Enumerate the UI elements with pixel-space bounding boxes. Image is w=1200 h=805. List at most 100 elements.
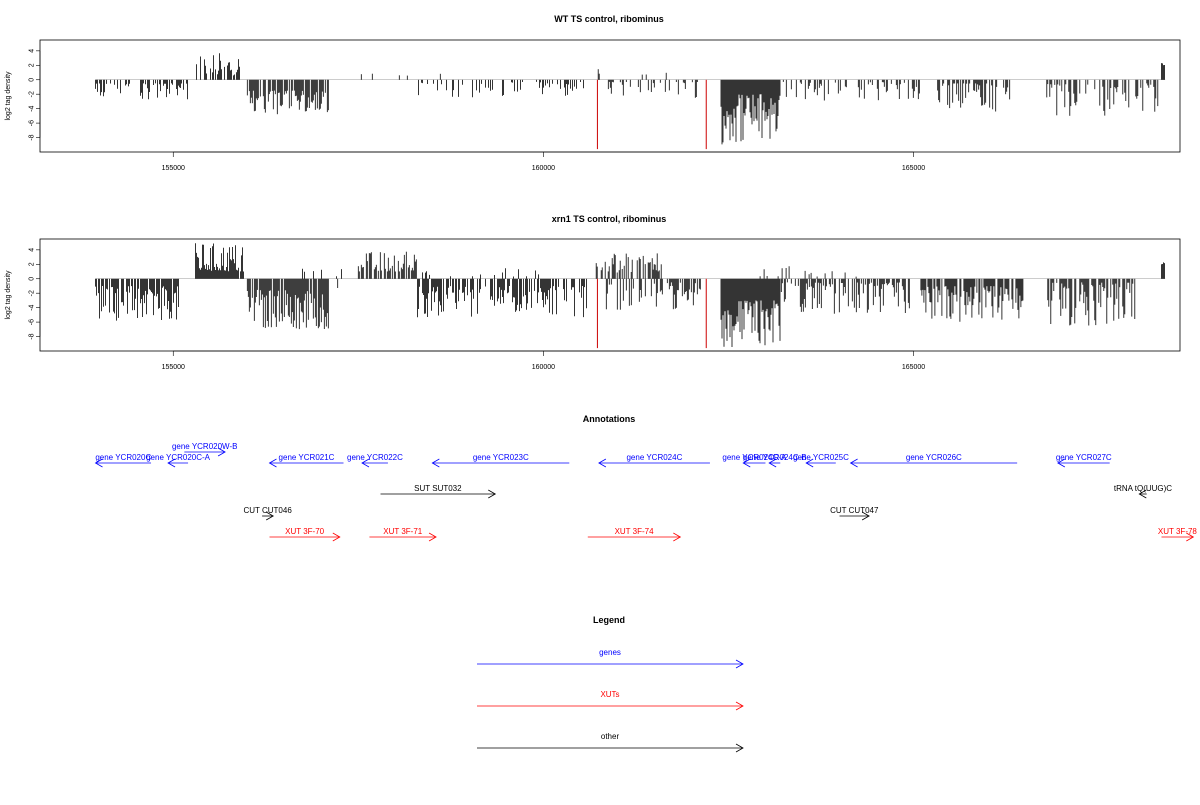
legend-item-xuts: XUTs xyxy=(477,690,744,711)
arrowhead-icon xyxy=(861,511,870,521)
arrowhead-icon xyxy=(673,532,682,542)
panel-xrn1: xrn1 TS control, ribominus log2 tag dens… xyxy=(5,214,1181,371)
gene-feature: gene YCR025C xyxy=(793,453,849,468)
feature-label: gene YCR025C xyxy=(793,453,849,462)
panel-wt-xaxis: 155000 160000 165000 xyxy=(162,151,925,172)
y-tick-label: -2 xyxy=(29,91,36,97)
y-tick-label: 0 xyxy=(29,78,36,82)
feature-label: gene YCR024C-A xyxy=(722,453,787,462)
legend-panel: Legend genes XUTs other xyxy=(477,615,744,753)
x-tick-label: 155000 xyxy=(162,165,185,172)
gene-feature: gene YCR023C xyxy=(431,453,570,468)
arrowhead-icon xyxy=(1057,458,1066,468)
panel-xrn1-ylabel: log2 tag density xyxy=(5,270,12,320)
gene-feature: gene YCR024C-A xyxy=(722,453,787,468)
y-tick-label: -4 xyxy=(29,304,36,310)
feature-label: XUT 3F-70 xyxy=(285,527,325,536)
y-tick-label: -8 xyxy=(29,134,36,140)
xut-feature: XUT 3F-71 xyxy=(369,527,437,542)
arrowhead-icon xyxy=(735,743,744,753)
feature-label: SUT SUT032 xyxy=(414,484,462,493)
arrowhead-icon xyxy=(1138,489,1147,499)
y-tick-label: 4 xyxy=(29,248,36,252)
y-tick-label: -4 xyxy=(29,105,36,111)
feature-label: gene YCR020C-A xyxy=(146,453,211,462)
y-tick-label: 2 xyxy=(29,262,36,266)
panel-wt-bars xyxy=(95,53,1166,145)
gene-feature: gene YCR026C xyxy=(849,453,1018,468)
feature-label: gene YCR020W-B xyxy=(172,442,238,451)
arrowhead-icon xyxy=(94,458,103,468)
panel-wt-title: WT TS control, ribominus xyxy=(554,14,664,24)
arrowhead-icon xyxy=(805,458,814,468)
arrowhead-icon xyxy=(768,458,777,468)
panel-wt-markers xyxy=(596,79,707,150)
x-tick-label: 165000 xyxy=(902,165,925,172)
gene-feature: gene YCR020C xyxy=(94,453,151,468)
y-tick-label: -2 xyxy=(29,290,36,296)
arrowhead-icon xyxy=(1186,532,1195,542)
legend-item-other: other xyxy=(477,732,744,753)
other-feature: CUT CUT047 xyxy=(830,506,879,521)
y-tick-label: 2 xyxy=(29,63,36,67)
feature-label: gene YCR022C xyxy=(347,453,403,462)
feature-label: XUT 3F-78 xyxy=(1158,527,1198,536)
arrowhead-icon xyxy=(735,659,744,669)
feature-label: gene YCR021C xyxy=(279,453,335,462)
feature-label: CUT CUT047 xyxy=(830,506,879,515)
panel-xrn1-markers xyxy=(596,278,707,349)
legend-title: Legend xyxy=(593,615,625,625)
feature-label: gene YCR026C xyxy=(906,453,962,462)
arrowhead-icon xyxy=(265,511,274,521)
panel-wt: WT TS control, ribominus log2 tag densit… xyxy=(5,14,1181,172)
feature-label: XUT 3F-71 xyxy=(383,527,423,536)
panel-wt-ylabel: log2 tag density xyxy=(5,71,12,121)
xut-feature: XUT 3F-70 xyxy=(269,527,341,542)
feature-label: gene YCR024C-B xyxy=(743,453,807,462)
arrowhead-icon xyxy=(849,458,858,468)
panel-xrn1-title: xrn1 TS control, ribominus xyxy=(552,214,667,224)
x-tick-label: 165000 xyxy=(902,364,925,371)
legend-item-genes: genes xyxy=(477,648,744,669)
x-tick-label: 160000 xyxy=(532,364,555,371)
feature-label: XUT 3F-74 xyxy=(615,527,655,536)
arrowhead-icon xyxy=(598,458,607,468)
feature-label: gene YCR020C xyxy=(95,453,151,462)
arrowhead-icon xyxy=(742,458,751,468)
legend-label: other xyxy=(601,732,620,741)
y-tick-label: 0 xyxy=(29,277,36,281)
arrowhead-icon xyxy=(268,458,277,468)
gene-feature: gene YCR020W-B xyxy=(172,442,238,457)
gene-feature: gene YCR022C xyxy=(347,453,403,468)
arrowhead-icon xyxy=(735,701,744,711)
other-feature: CUT CUT046 xyxy=(243,506,292,521)
gene-feature: gene YCR024C-B xyxy=(743,453,807,468)
arrowhead-icon xyxy=(167,458,176,468)
gene-feature: gene YCR020C-A xyxy=(146,453,211,468)
y-tick-label: -6 xyxy=(29,319,36,325)
panel-wt-yaxis: 4 2 0 -2 -4 -6 -8 xyxy=(29,49,41,141)
arrowhead-icon xyxy=(428,532,437,542)
legend-items: genes XUTs other xyxy=(477,648,744,753)
annotations-title: Annotations xyxy=(583,414,636,424)
feature-label: CUT CUT046 xyxy=(243,506,292,515)
other-feature: tRNA tQ(UUG)C xyxy=(1114,484,1172,499)
x-tick-label: 155000 xyxy=(162,364,185,371)
arrowhead-icon xyxy=(431,458,440,468)
panel-wt-frame xyxy=(39,39,1181,153)
gene-feature: gene YCR027C xyxy=(1056,453,1112,468)
xut-feature: XUT 3F-74 xyxy=(587,527,682,542)
feature-label: tRNA tQ(UUG)C xyxy=(1114,484,1172,493)
arrowhead-icon xyxy=(488,489,497,499)
panel-xrn1-yaxis: 4 2 0 -2 -4 -6 -8 xyxy=(29,248,41,340)
other-feature: SUT SUT032 xyxy=(380,484,497,499)
xut-feature: XUT 3F-78 xyxy=(1158,527,1198,542)
y-tick-label: -8 xyxy=(29,333,36,339)
gene-feature: gene YCR024C xyxy=(598,453,710,468)
panel-xrn1-xaxis: 155000 160000 165000 xyxy=(162,350,925,371)
gene-feature: gene YCR021C xyxy=(268,453,344,468)
feature-label: gene YCR027C xyxy=(1056,453,1112,462)
feature-label: gene YCR024C xyxy=(626,453,682,462)
